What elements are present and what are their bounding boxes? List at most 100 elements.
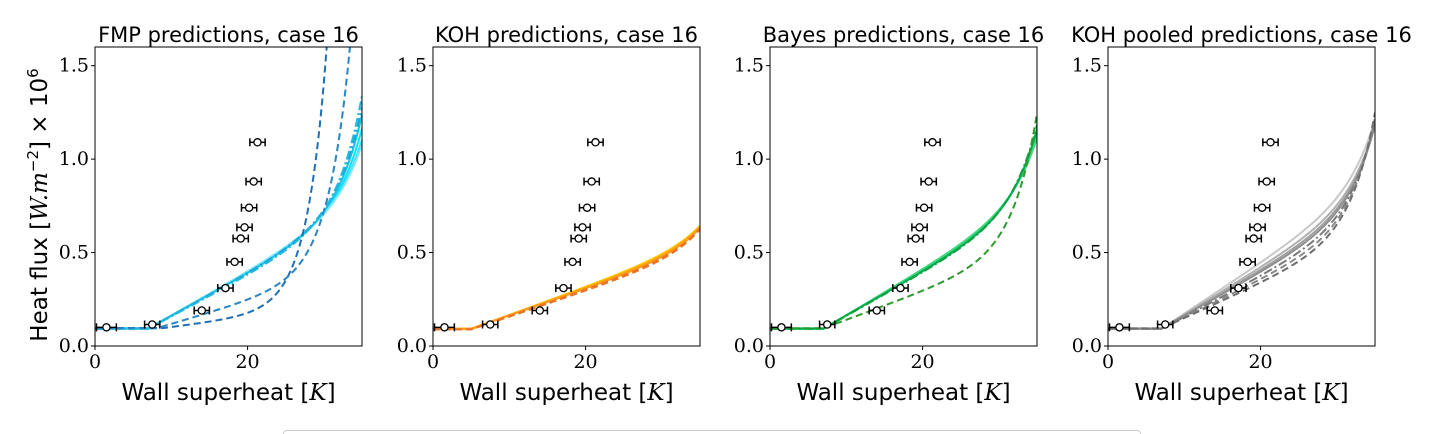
- experiment-point-2: [143, 320, 161, 329]
- experiment-point-2: [818, 320, 836, 329]
- x-axis-label: Wall superheat [K]: [121, 380, 335, 406]
- experiment-point-6: [232, 234, 250, 243]
- y-tick-label: 1.0: [1072, 148, 1102, 170]
- experiment-point-10: [924, 138, 941, 147]
- chart-panel-1: 0.0 0.5 1.0 1.5 0 20 FMP predictions, case 16 W…: [59, 23, 363, 406]
- chart-title: Bayes predictions, case 16: [763, 23, 1045, 47]
- experiment-point-10: [249, 138, 266, 147]
- experiment-point-6: [1245, 234, 1263, 243]
- chart-title: KOH predictions, case 16: [435, 23, 698, 47]
- experiment-point-1: [770, 323, 793, 332]
- x-tick-label: 0: [764, 351, 776, 373]
- y-tick-label: 0.0: [397, 335, 427, 357]
- y-tick-label: 0.5: [734, 242, 764, 264]
- experiment-point-9: [245, 177, 263, 186]
- experiment-point-10: [587, 138, 604, 147]
- experiment-point-3: [531, 306, 549, 315]
- experiment-point-5: [901, 257, 918, 267]
- series-line-6: [770, 112, 1037, 330]
- plot-frame: [94, 46, 363, 347]
- x-axis-label: Wall superheat [K]: [1134, 380, 1348, 406]
- series-line-1: [770, 135, 1037, 330]
- y-tick-label: 0.0: [1072, 335, 1102, 357]
- series-line-2: [433, 225, 700, 330]
- experiment-point-2: [1156, 320, 1174, 329]
- series-line-4: [95, 114, 362, 330]
- chart-panel-2: 0.0 0.5 1.0 1.5 0 20 KOH predictions, case 16 W…: [397, 23, 701, 406]
- series-line-4: [433, 226, 700, 330]
- x-tick-label: 0: [427, 351, 439, 373]
- experiment-point-6: [907, 234, 925, 243]
- series-line-3: [95, 144, 362, 331]
- y-tick-label: 1.0: [59, 148, 89, 170]
- y-tick-label: 1.0: [734, 148, 764, 170]
- y-tick-label: 1.5: [59, 55, 89, 77]
- experiment-point-2: [481, 320, 499, 329]
- x-tick-label: 0: [89, 351, 101, 373]
- plot-frame: [1107, 46, 1376, 347]
- series-line-3: [770, 137, 1037, 330]
- experiment-point-6: [570, 234, 588, 243]
- experiment-point-1: [433, 323, 456, 332]
- x-tick-label: 20: [910, 351, 934, 373]
- y-axis-label: Heat flux [W.m−2] × 106: [24, 68, 53, 341]
- experiment-point-4: [892, 283, 909, 293]
- y-tick-label: 0.0: [734, 335, 764, 357]
- experiment-point-8: [1253, 203, 1271, 212]
- experiment-point-5: [1239, 257, 1256, 267]
- experiment-point-9: [1258, 177, 1276, 186]
- chart-panel-3: 0.0 0.5 1.0 1.5 0 20 Bayes predictions, case 1…: [734, 23, 1045, 406]
- y-tick-label: 1.0: [397, 148, 427, 170]
- series-line-2: [95, 139, 362, 330]
- series-line-5: [433, 227, 700, 331]
- series-line-6: [433, 228, 700, 331]
- series-line-7: [95, 47, 328, 330]
- series-line-8: [95, 47, 351, 330]
- experiment-point-8: [240, 203, 258, 212]
- series-line-5: [770, 124, 1037, 330]
- y-tick-label: 1.5: [734, 55, 764, 77]
- y-tick-label: 1.5: [397, 55, 427, 77]
- x-tick-label: 20: [573, 351, 597, 373]
- experiment-point-3: [193, 306, 211, 315]
- x-axis-label: Wall superheat [K]: [796, 380, 1010, 406]
- experiment-point-7: [236, 223, 253, 232]
- experiment-point-5: [226, 257, 243, 267]
- series-line-7: [1108, 112, 1375, 330]
- experiment-point-10: [1262, 138, 1279, 147]
- experiment-point-3: [868, 306, 886, 315]
- legend-box: [283, 430, 1141, 434]
- series-line-5: [95, 106, 362, 330]
- plot-frame: [432, 46, 701, 347]
- experiment-point-7: [1249, 223, 1266, 232]
- experiment-point-4: [555, 283, 572, 293]
- experiment-point-9: [920, 177, 938, 186]
- x-tick-label: 20: [235, 351, 259, 373]
- series-line-6: [1108, 116, 1375, 330]
- experiment-point-8: [578, 203, 596, 212]
- experiment-point-8: [915, 203, 933, 212]
- experiment-point-4: [217, 283, 234, 293]
- experiment-point-7: [574, 223, 591, 232]
- experiment-point-1: [95, 323, 118, 332]
- series-line-1: [95, 128, 362, 330]
- plot-frame: [769, 46, 1038, 347]
- chart-title: FMP predictions, case 16: [98, 23, 359, 47]
- y-tick-label: 1.5: [1072, 55, 1102, 77]
- series-line-1: [433, 225, 700, 331]
- series-line-3: [433, 226, 700, 330]
- y-tick-label: 0.5: [397, 242, 427, 264]
- x-tick-label: 0: [1102, 351, 1114, 373]
- experiment-point-5: [564, 257, 581, 267]
- x-axis-label: Wall superheat [K]: [459, 380, 673, 406]
- y-tick-label: 0.5: [59, 242, 89, 264]
- experiment-point-4: [1230, 283, 1247, 293]
- experiment-point-3: [1206, 306, 1224, 315]
- chart-title: KOH pooled predictions, case 16: [1071, 23, 1412, 47]
- experiment-point-1: [1108, 323, 1131, 332]
- chart-panel-4: 0.0 0.5 1.0 1.5 0 20 KOH pooled predictions, c…: [1071, 23, 1412, 406]
- y-tick-label: 0.0: [59, 335, 89, 357]
- y-tick-label: 0.5: [1072, 242, 1102, 264]
- experiment-point-7: [911, 223, 928, 232]
